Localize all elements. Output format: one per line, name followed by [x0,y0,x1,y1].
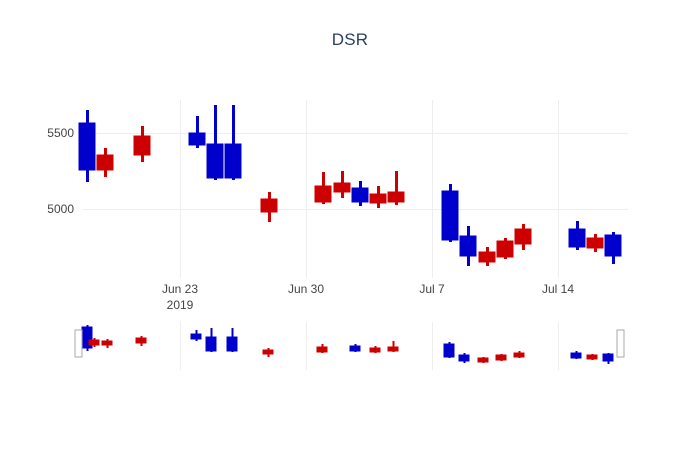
rangeslider-candlestick-body [369,347,381,353]
candlestick-body [369,193,387,204]
rangeslider-candlestick[interactable] [369,346,381,353]
candlestick-body [96,154,114,171]
candlestick[interactable] [441,184,459,242]
candlestick-body [459,235,477,257]
candlestick-series[interactable] [78,105,622,266]
rangeslider-candlestick[interactable] [88,338,100,347]
candlestick[interactable] [188,116,206,148]
rangeslider-candlestick-body [135,337,147,344]
candlestick[interactable] [314,172,332,204]
rangeslider-candlestick[interactable] [477,357,489,363]
rangeslider-candlestick[interactable] [135,336,147,346]
x-axis-tick-label: Jul 14 [542,282,574,296]
candlestick-body [314,185,332,203]
candlestick-body [78,122,96,171]
x-axis-tick-label: Jun 30 [288,282,324,296]
candlestick[interactable] [224,105,242,180]
candlestick-body [206,143,224,179]
rangeslider-candlestick[interactable] [495,354,507,361]
rangeslider-candlestick[interactable] [602,353,614,364]
rangeslider-candlestick[interactable] [316,344,328,353]
rangeslider-candlestick-body [443,343,455,358]
candlestick[interactable] [459,226,477,266]
rangeslider-candlestick-body [602,353,614,362]
x-axis-tick-label: Jun 23 [162,282,198,296]
rangeslider-candlestick-body [205,336,217,352]
rangeslider-candlestick-body [495,354,507,361]
rangeslider-candlestick-body [190,333,202,340]
rangeslider-candlestick[interactable] [586,354,598,360]
rangeslider-candlestick-body [262,349,274,355]
rangeslider-candlestick[interactable] [190,330,202,341]
rangeslider-candlestick-body [349,345,361,352]
y-axis-tick-labels: 5500 5000 [47,126,74,216]
rangeslider-candlestick-body [88,339,100,346]
rangeslider-candlestick[interactable] [101,339,113,348]
candlestick[interactable] [78,110,96,182]
candlestick[interactable] [333,171,351,198]
candlestick-body [188,132,206,146]
page-title: DSR [331,30,369,49]
y-axis-tick-label: 5500 [47,126,74,140]
rangeslider-candlestick-body [458,354,470,362]
rangeslider-candlestick[interactable] [387,341,399,352]
candlestick[interactable] [96,148,114,177]
rangeslider-candlestick[interactable] [262,348,274,357]
candlestick[interactable] [568,221,586,250]
y-gridlines [82,133,628,210]
rangeslider-candlestick[interactable] [226,328,238,352]
rangeslider-candlestick-body [316,346,328,353]
x-axis-tick-label: Jul 7 [419,282,445,296]
candlestick-body [260,198,278,213]
candlestick[interactable] [206,105,224,180]
rangeslider-handle-right[interactable] [616,329,625,358]
rangeslider-candlestick-body [513,352,525,358]
rangeslider-candlestick[interactable] [570,351,582,359]
rangeslider-candlestick-body [586,354,598,360]
x-axis-tick-labels: Jun 23 2019 Jun 30 Jul 7 Jul 14 [162,282,574,312]
rangeslider-candlestick-body [226,336,238,352]
candlestick[interactable] [514,224,532,250]
rangeslider-candlestick[interactable] [81,325,93,351]
x-axis-tick-sublabel: 2019 [167,298,194,312]
candlestick-body [133,135,151,156]
candlestick-body [441,190,459,241]
candlestick[interactable] [369,186,387,208]
candlestick[interactable] [496,238,514,259]
candlestick[interactable] [604,232,622,264]
rangeslider-candlestick-body [387,346,399,352]
candlestick-body [333,182,351,193]
y-axis-tick-label: 5000 [47,202,74,216]
candlestick-body [586,237,604,249]
rangeslider-candlestick[interactable] [205,328,217,352]
x-gridlines [180,100,559,370]
candlestick[interactable] [133,126,151,162]
rangeslider-candlestick-series [81,325,614,364]
candlestick-body [604,234,622,257]
rangeslider-handle-left[interactable] [74,329,83,358]
candlestick-body [387,191,405,203]
candlestick-body [568,228,586,248]
candlestick-body [224,143,242,179]
candlestick[interactable] [260,192,278,222]
rangeslider-candlestick[interactable] [443,342,455,358]
rangeslider[interactable] [74,325,625,364]
rangeslider-candlestick-body [101,340,113,346]
candlestick[interactable] [387,171,405,205]
candlestick-body [496,240,514,258]
rangeslider-candlestick-body [570,352,582,359]
rangeslider-candlestick[interactable] [458,353,470,363]
candlestick-body [514,228,532,245]
candlestick[interactable] [351,181,369,206]
rangeslider-candlestick[interactable] [513,351,525,358]
candlestick[interactable] [586,234,604,252]
candlestick-body [351,187,369,203]
candlestick[interactable] [478,247,496,266]
rangeslider-candlestick-body [477,357,489,363]
candlestick-body [478,251,496,263]
rangeslider-candlestick[interactable] [349,344,361,352]
